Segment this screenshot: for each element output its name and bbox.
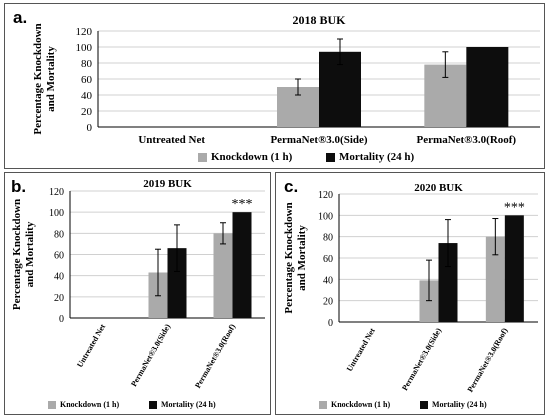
x-category-label: Untreated Net xyxy=(138,134,205,146)
bar xyxy=(466,47,509,127)
panel-letter: c. xyxy=(284,177,299,196)
y-tick-label: 0 xyxy=(87,122,93,134)
bar xyxy=(232,212,252,318)
y-tick-label: 100 xyxy=(49,208,64,219)
bar xyxy=(438,243,458,322)
bar xyxy=(419,280,439,322)
chart-2019: 0 20 40 60 80 100 120 2019 BUK Percentage Knockd… xyxy=(11,178,265,409)
y-tick-label: 60 xyxy=(54,251,64,262)
legend-swatch xyxy=(326,153,335,162)
y-tick-label: 120 xyxy=(49,187,64,198)
legend-swatch xyxy=(198,153,207,162)
bar xyxy=(485,236,505,322)
legend-label: Knockdown (1 h) xyxy=(211,151,293,163)
bar xyxy=(167,248,187,318)
bar xyxy=(504,215,524,322)
x-category-label: PermaNet®3.0(Roof) xyxy=(193,322,237,389)
significance-label: *** xyxy=(232,197,253,212)
legend-label: Mortality (24 h) xyxy=(339,151,414,163)
y-tick-label: 80 xyxy=(81,58,93,70)
y-tick-label: 100 xyxy=(318,211,333,222)
y-tick-label: 0 xyxy=(59,314,64,325)
significance-label: *** xyxy=(504,200,525,215)
y-tick-label: 40 xyxy=(54,272,64,283)
y-axis-label: Percentage Knockdownand Mortality xyxy=(11,199,36,310)
chart-title: 2019 BUK xyxy=(143,178,192,190)
x-category-label: PermaNet®3.0(Roof) xyxy=(466,326,510,393)
chart-2020: 0 20 40 60 80 100 120 2020 BUK Percentage Knockd… xyxy=(283,182,538,409)
y-axis-label: Percentage Knockdownand Mortality xyxy=(283,202,308,313)
y-tick-label: 20 xyxy=(81,106,93,118)
y-axis-label: Percentage Knockdownand Mortality xyxy=(32,23,57,134)
bar xyxy=(213,233,233,318)
panel-b: b. 0 20 40 60 80 100 120 2019 BUK Percentage Kno… xyxy=(4,172,271,415)
y-tick-label: 40 xyxy=(323,275,333,286)
legend-swatch xyxy=(420,401,428,409)
panel-a: a. 0 20 40 60 80 100 120 2018 BUK Percentage Kno… xyxy=(4,3,545,169)
legend-label: Knockdown (1 h) xyxy=(60,400,119,409)
x-category-label: Untreated Net xyxy=(345,326,377,373)
panel-c: c. 0 20 40 60 80 100 120 2020 BUK Percentage Kno… xyxy=(275,172,545,415)
y-tick-label: 40 xyxy=(81,90,93,102)
x-category-label: PermaNet®3.0(Side) xyxy=(270,134,367,146)
x-category-label: PermaNet®3.0(Side) xyxy=(129,322,172,388)
y-tick-label: 60 xyxy=(81,74,93,86)
panel-letter: b. xyxy=(11,177,27,196)
chart-2018: 0 20 40 60 80 100 120 2018 BUK Percentage Knockd… xyxy=(32,13,540,163)
y-tick-label: 120 xyxy=(318,190,333,201)
x-category-label: Untreated Net xyxy=(75,322,107,369)
legend-label: Mortality (24 h) xyxy=(161,400,216,409)
panel-letter: a. xyxy=(13,8,28,27)
y-tick-label: 80 xyxy=(323,233,333,244)
x-category-label: PermaNet®3.0(Roof) xyxy=(417,134,517,146)
x-category-label: PermaNet®3.0(Side) xyxy=(400,326,443,392)
y-tick-label: 0 xyxy=(328,318,333,329)
chart-title: 2018 BUK xyxy=(292,13,346,27)
legend-label: Knockdown (1 h) xyxy=(331,400,390,409)
y-tick-label: 20 xyxy=(323,297,333,308)
chart-title: 2020 BUK xyxy=(414,182,463,194)
y-tick-label: 60 xyxy=(323,254,333,265)
y-tick-label: 120 xyxy=(76,26,93,38)
legend-swatch xyxy=(149,401,157,409)
y-tick-label: 20 xyxy=(54,293,64,304)
legend-swatch xyxy=(48,401,56,409)
legend-swatch xyxy=(319,401,327,409)
legend-label: Mortality (24 h) xyxy=(432,400,487,409)
y-tick-label: 100 xyxy=(76,42,93,54)
y-tick-label: 80 xyxy=(54,229,64,240)
